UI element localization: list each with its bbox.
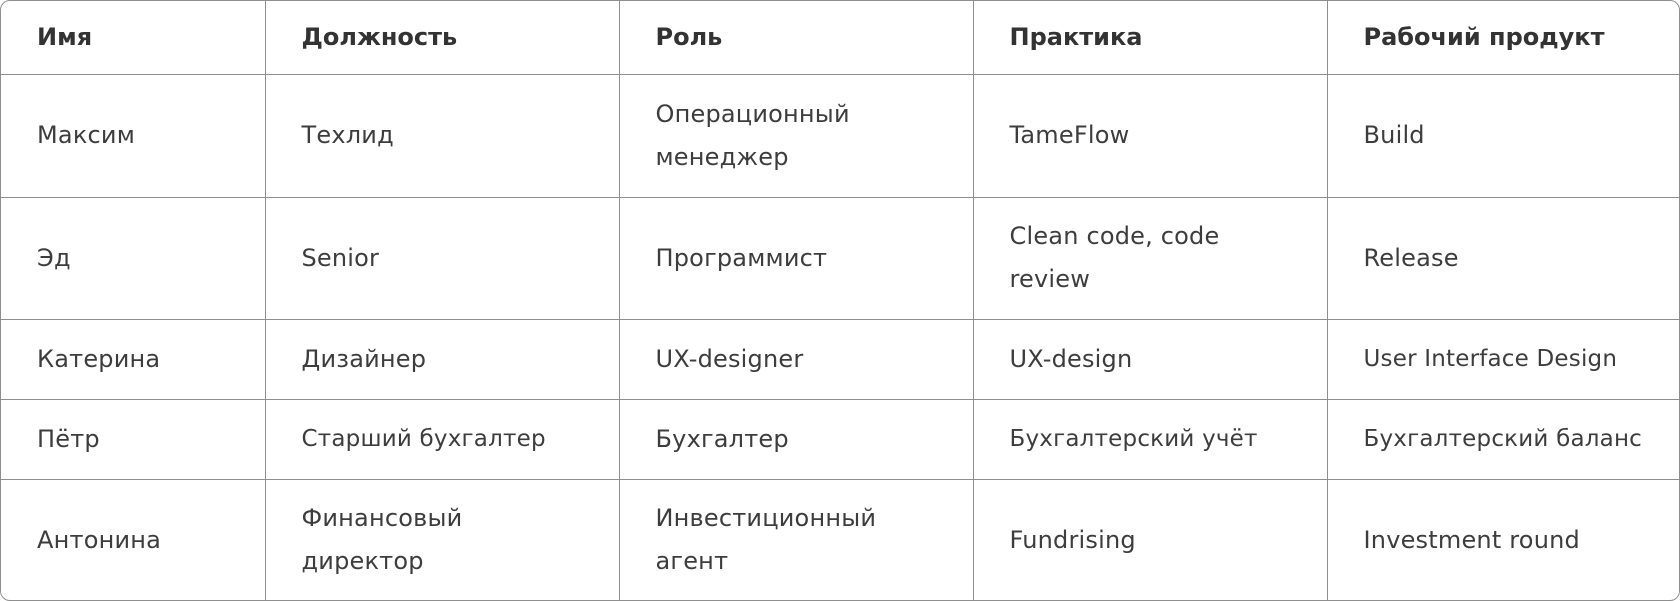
header-name: Имя xyxy=(1,1,266,75)
cell-practice: Clean code, code review xyxy=(973,197,1328,320)
header-practice: Практика xyxy=(973,1,1328,75)
cell-name: Пётр xyxy=(1,399,266,480)
cell-work-product: Release xyxy=(1327,197,1679,320)
cell-position: Senior xyxy=(265,197,620,320)
cell-position: Финансовый директор xyxy=(265,479,620,600)
table-row: Катерина Дизайнер UX-designer UX-design … xyxy=(1,319,1679,400)
cell-practice: UX-design xyxy=(973,319,1328,400)
cell-role: UX-designer xyxy=(619,319,974,400)
cell-role: Операционный менеджер xyxy=(619,74,974,198)
cell-position: Техлид xyxy=(265,74,620,198)
cell-name: Максим xyxy=(1,74,266,198)
cell-work-product: Бухгалтерский баланс xyxy=(1327,399,1679,480)
header-work-product: Рабочий продукт xyxy=(1327,1,1679,75)
cell-role: Программист xyxy=(619,197,974,320)
cell-practice: Бухгалтерский учёт xyxy=(973,399,1328,480)
cell-work-product: Build xyxy=(1327,74,1679,198)
table-row: Пётр Старший бухгалтер Бухгалтер Бухгалт… xyxy=(1,399,1679,480)
cell-name: Эд xyxy=(1,197,266,320)
table-row: Эд Senior Программист Clean code, code r… xyxy=(1,197,1679,320)
cell-position: Старший бухгалтер xyxy=(265,399,620,480)
cell-practice: TameFlow xyxy=(973,74,1328,198)
table-row: Антонина Финансовый директор Инвестицион… xyxy=(1,479,1679,600)
cell-role: Бухгалтер xyxy=(619,399,974,480)
cell-name: Катерина xyxy=(1,319,266,400)
cell-work-product: Investment round xyxy=(1363,525,1580,554)
cell-name: Антонина xyxy=(1,479,266,600)
table-header-row: Имя Должность Роль Практика Рабочий прод… xyxy=(1,1,1679,75)
cell-work-product: User Interface Design xyxy=(1327,319,1679,400)
table-row: Максим Техлид Операционный менеджер Tame… xyxy=(1,74,1679,198)
header-role: Роль xyxy=(619,1,974,75)
cell-role: Инвестиционный агент xyxy=(619,479,974,600)
header-position: Должность xyxy=(265,1,620,75)
cell-practice: Fundrising xyxy=(973,479,1328,600)
cell-position: Дизайнер xyxy=(265,319,620,400)
